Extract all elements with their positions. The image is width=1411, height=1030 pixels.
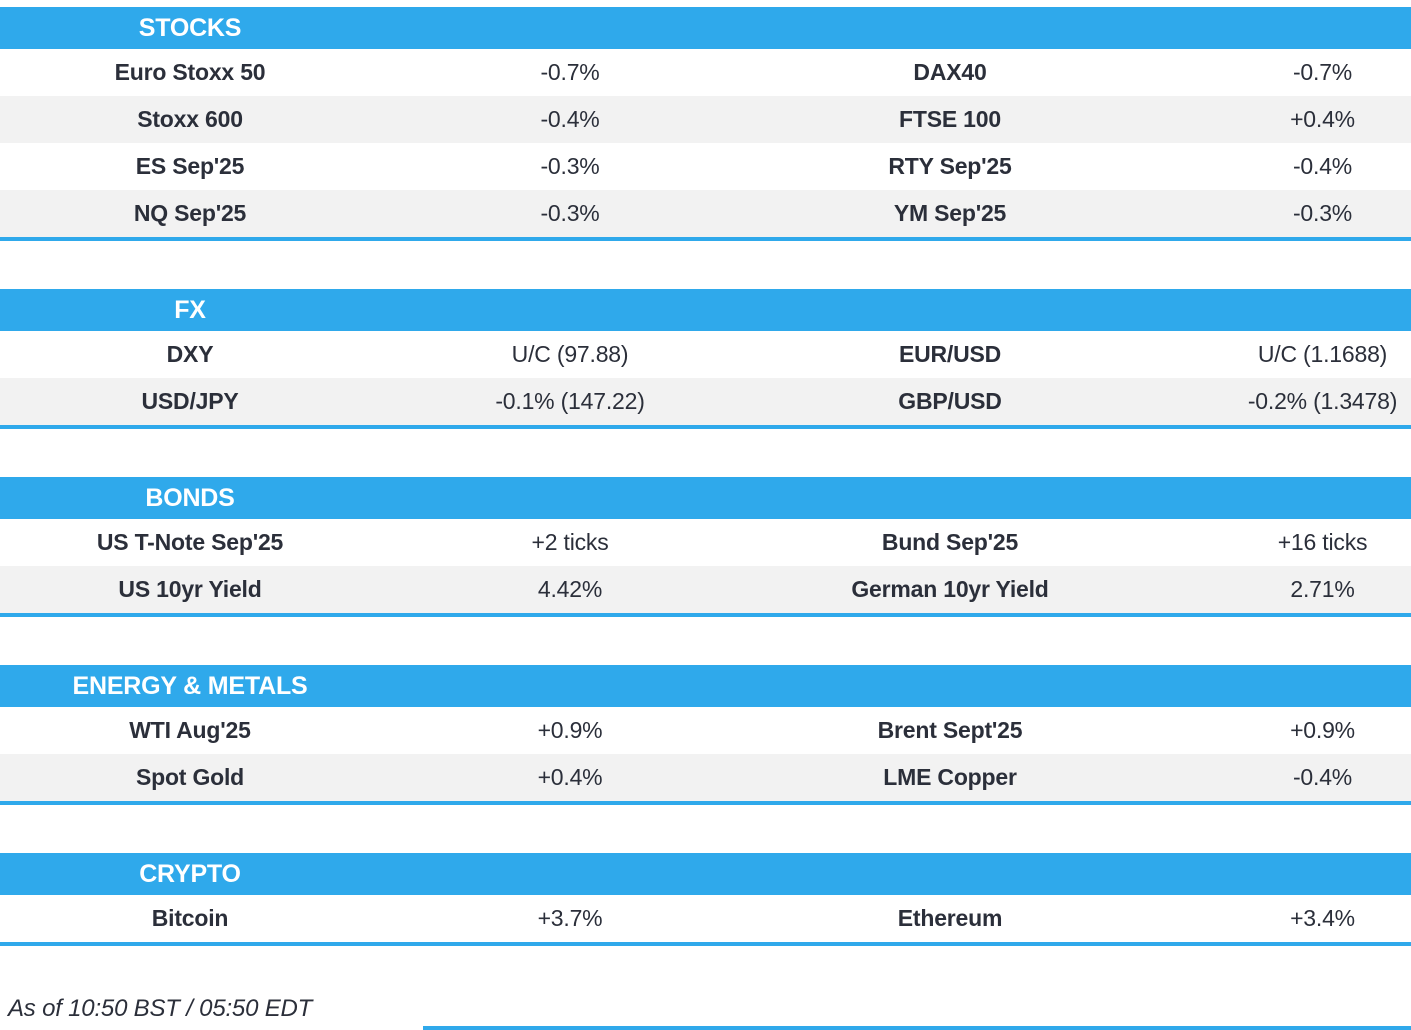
instrument-name: YM Sep'25 bbox=[893, 200, 1007, 226]
section-fx: FX DXY U/C (97.88) EUR/USD U/C (1.1688) … bbox=[0, 289, 1411, 429]
instrument-name: Euro Stoxx 50 bbox=[114, 59, 266, 85]
instrument-name: FTSE 100 bbox=[899, 106, 1001, 132]
instrument-name: ES Sep'25 bbox=[135, 153, 245, 179]
section-body: WTI Aug'25 +0.9% Brent Sept'25 +0.9% Spo… bbox=[0, 707, 1411, 801]
instrument-change: -0.3% bbox=[1292, 200, 1353, 226]
section-body: DXY U/C (97.88) EUR/USD U/C (1.1688) USD… bbox=[0, 331, 1411, 425]
instrument-change: +0.9% bbox=[537, 717, 603, 743]
instrument-change: +0.4% bbox=[1290, 106, 1355, 132]
instrument-name: WTI Aug'25 bbox=[129, 717, 251, 743]
instrument-name: Bund Sep'25 bbox=[881, 529, 1019, 555]
instrument-change: 2.71% bbox=[1290, 576, 1355, 602]
table-row: Spot Gold +0.4% LME Copper -0.4% bbox=[0, 754, 1411, 801]
instrument-name: Spot Gold bbox=[135, 764, 245, 790]
section-title: STOCKS bbox=[138, 13, 242, 42]
instrument-name: US 10yr Yield bbox=[118, 576, 262, 602]
section-body: US T-Note Sep'25 +2 ticks Bund Sep'25 +1… bbox=[0, 519, 1411, 613]
instrument-name: DXY bbox=[166, 341, 214, 367]
instrument-change: +0.4% bbox=[537, 764, 603, 790]
instrument-name: Ethereum bbox=[897, 905, 1003, 931]
instrument-name: RTY Sep'25 bbox=[888, 153, 1012, 179]
section-header: FX bbox=[0, 289, 1411, 331]
instrument-name: US T-Note Sep'25 bbox=[96, 529, 284, 555]
instrument-name: EUR/USD bbox=[898, 341, 1002, 367]
section-title: ENERGY & METALS bbox=[72, 671, 308, 700]
instrument-change: +16 ticks bbox=[1277, 529, 1368, 555]
section-bonds: BONDS US T-Note Sep'25 +2 ticks Bund Sep… bbox=[0, 477, 1411, 617]
table-row: ES Sep'25 -0.3% RTY Sep'25 -0.4% bbox=[0, 143, 1411, 190]
section-body: Bitcoin +3.7% Ethereum +3.4% bbox=[0, 895, 1411, 942]
next-section-edge bbox=[423, 1026, 1411, 1030]
instrument-change: U/C (1.1688) bbox=[1257, 341, 1388, 367]
instrument-name: LME Copper bbox=[883, 764, 1017, 790]
instrument-change: +0.9% bbox=[1290, 717, 1355, 743]
section-crypto: CRYPTO Bitcoin +3.7% Ethereum +3.4% bbox=[0, 853, 1411, 946]
section-body: Euro Stoxx 50 -0.7% DAX40 -0.7% Stoxx 60… bbox=[0, 49, 1411, 237]
section-title: BONDS bbox=[145, 483, 235, 512]
instrument-change: -0.7% bbox=[1292, 59, 1353, 85]
instrument-change: -0.2% (1.3478) bbox=[1247, 388, 1398, 414]
instrument-change: -0.3% bbox=[540, 200, 600, 226]
table-row: Stoxx 600 -0.4% FTSE 100 +0.4% bbox=[0, 96, 1411, 143]
table-row: Euro Stoxx 50 -0.7% DAX40 -0.7% bbox=[0, 49, 1411, 96]
instrument-change: U/C (97.88) bbox=[511, 341, 629, 367]
instrument-change: +2 ticks bbox=[531, 529, 609, 555]
instrument-name: Stoxx 600 bbox=[137, 106, 243, 132]
section-header: BONDS bbox=[0, 477, 1411, 519]
table-row: WTI Aug'25 +0.9% Brent Sept'25 +0.9% bbox=[0, 707, 1411, 754]
section-header: STOCKS bbox=[0, 7, 1411, 49]
instrument-name: NQ Sep'25 bbox=[133, 200, 247, 226]
table-row: USD/JPY -0.1% (147.22) GBP/USD -0.2% (1.… bbox=[0, 378, 1411, 425]
instrument-name: GBP/USD bbox=[898, 388, 1002, 414]
section-header: CRYPTO bbox=[0, 853, 1411, 895]
section-stocks: STOCKS Euro Stoxx 50 -0.7% DAX40 -0.7% S… bbox=[0, 7, 1411, 241]
table-row: US T-Note Sep'25 +2 ticks Bund Sep'25 +1… bbox=[0, 519, 1411, 566]
instrument-change: -0.4% bbox=[1292, 764, 1353, 790]
table-row: NQ Sep'25 -0.3% YM Sep'25 -0.3% bbox=[0, 190, 1411, 237]
instrument-name: German 10yr Yield bbox=[851, 576, 1049, 602]
instrument-change: -0.4% bbox=[540, 106, 600, 132]
instrument-change: -0.3% bbox=[540, 153, 600, 179]
timestamp-note: As of 10:50 BST / 05:50 EDT bbox=[8, 995, 313, 1022]
instrument-change: +3.7% bbox=[537, 905, 603, 931]
table-row: Bitcoin +3.7% Ethereum +3.4% bbox=[0, 895, 1411, 942]
instrument-name: Bitcoin bbox=[151, 905, 229, 931]
section-title: FX bbox=[174, 295, 206, 324]
section-title: CRYPTO bbox=[139, 859, 241, 888]
instrument-change: 4.42% bbox=[537, 576, 603, 602]
instrument-change: -0.7% bbox=[540, 59, 600, 85]
instrument-name: DAX40 bbox=[913, 59, 987, 85]
instrument-name: Brent Sept'25 bbox=[877, 717, 1023, 743]
section-header: ENERGY & METALS bbox=[0, 665, 1411, 707]
table-row: DXY U/C (97.88) EUR/USD U/C (1.1688) bbox=[0, 331, 1411, 378]
instrument-change: -0.1% (147.22) bbox=[495, 388, 645, 414]
section-energy-metals: ENERGY & METALS WTI Aug'25 +0.9% Brent S… bbox=[0, 665, 1411, 805]
instrument-change: -0.4% bbox=[1292, 153, 1353, 179]
instrument-change: +3.4% bbox=[1290, 905, 1355, 931]
table-row: US 10yr Yield 4.42% German 10yr Yield 2.… bbox=[0, 566, 1411, 613]
instrument-name: USD/JPY bbox=[141, 388, 239, 414]
